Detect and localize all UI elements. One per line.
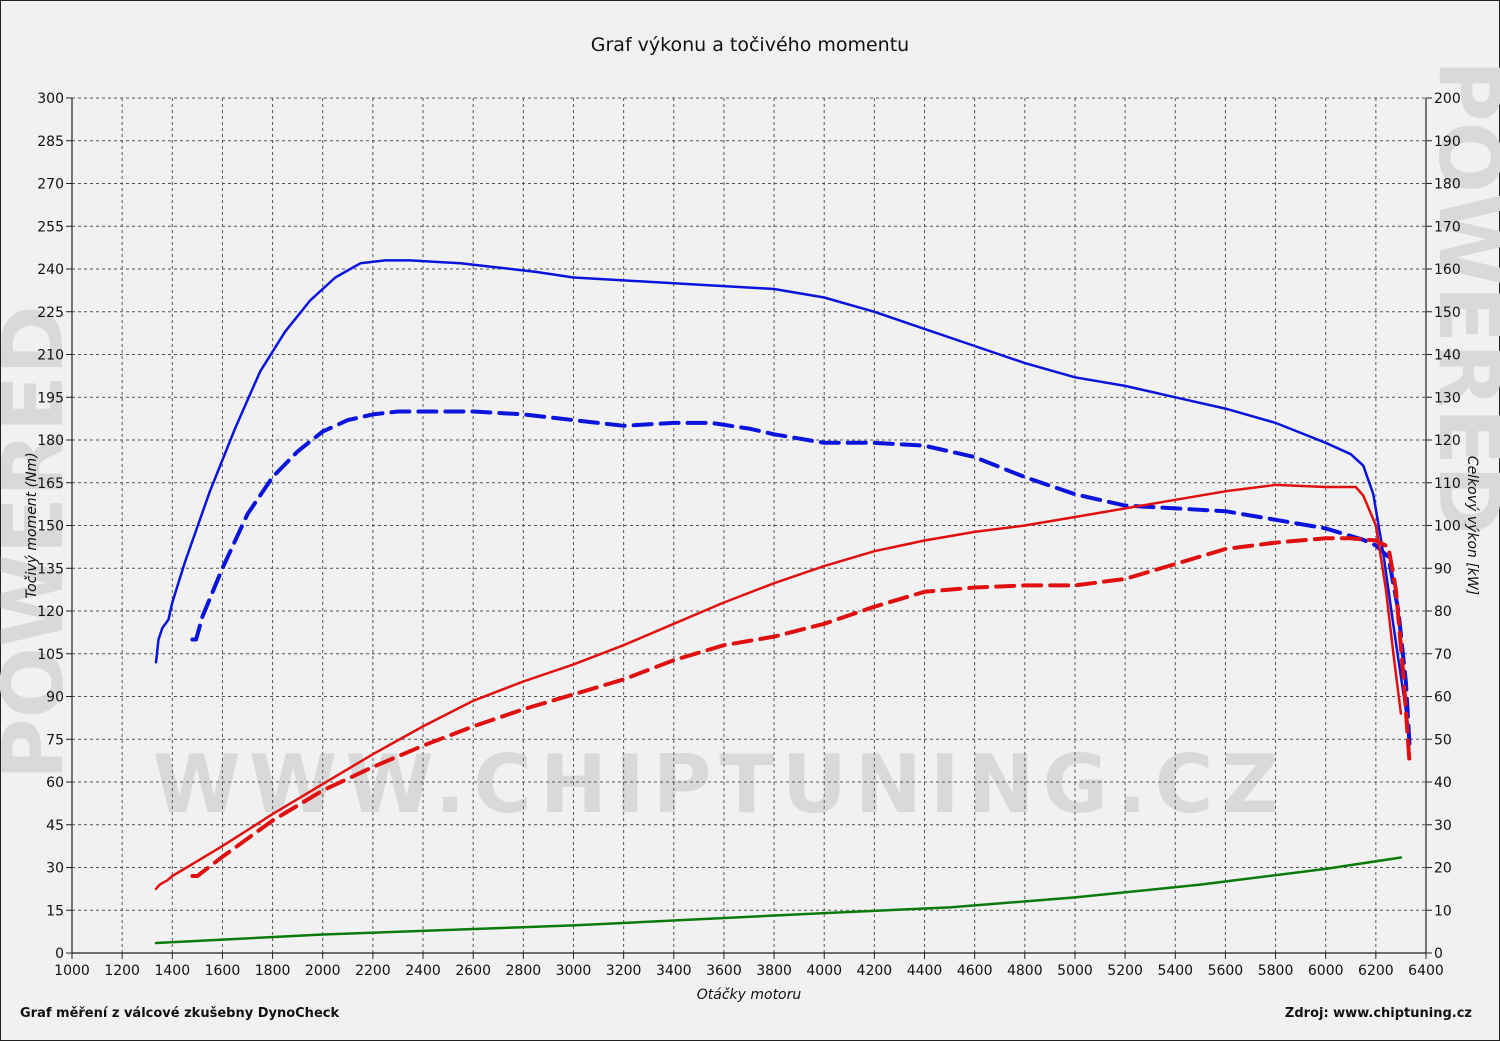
- y-right-axis-title: Celkový výkon [kW]: [1464, 456, 1480, 595]
- y-right-tick-label: 0: [1434, 946, 1443, 962]
- x-tick-label: 6000: [1308, 963, 1344, 979]
- watermark-side-right: POWERED: [1420, 60, 1500, 535]
- x-tick-label: 5000: [1057, 963, 1093, 979]
- y-right-tick-label: 50: [1434, 732, 1452, 748]
- y-right-tick-label: 60: [1434, 690, 1452, 706]
- x-tick-label: 2400: [405, 963, 441, 979]
- footer-caption: Graf měření z válcové zkušebny DynoCheck: [20, 1006, 340, 1021]
- x-tick-label: 2200: [355, 963, 391, 979]
- x-tick-label: 1000: [54, 963, 90, 979]
- y-left-tick-label: 150: [37, 519, 64, 535]
- x-tick-label: 1400: [154, 963, 190, 979]
- series-layer: [154, 259, 1412, 945]
- x-tick-label: 4000: [806, 963, 842, 979]
- y-right-tick-label: 90: [1434, 561, 1452, 577]
- x-tick-label: 4800: [1007, 963, 1043, 979]
- y-right-tick-label: 70: [1434, 647, 1452, 663]
- x-tick-label: 2600: [455, 963, 491, 979]
- y-right-tick-label: 120: [1434, 433, 1461, 449]
- y-left-tick-label: 15: [46, 903, 64, 919]
- x-tick-label: 1600: [205, 963, 241, 979]
- x-tick-label: 3600: [706, 963, 742, 979]
- y-left-tick-label: 195: [37, 390, 64, 406]
- footer-source: Zdroj: www.chiptuning.cz: [1284, 1006, 1472, 1021]
- y-right-tick-label: 200: [1434, 91, 1461, 107]
- x-axis-title: Otáčky motoru: [697, 987, 802, 1003]
- y-right-tick-label: 80: [1434, 604, 1452, 620]
- watermark: WWW.CHIPTUNING.CZ POWERED POWERED: [0, 60, 1500, 831]
- y-left-tick-label: 0: [55, 946, 64, 962]
- chart-title: Graf výkonu a točivého momentu: [590, 34, 910, 56]
- y-left-tick-label: 210: [37, 348, 64, 364]
- y-left-tick-label: 45: [46, 818, 64, 834]
- x-tick-label: 4600: [957, 963, 993, 979]
- x-tick-label: 3200: [606, 963, 642, 979]
- x-tick-label: 3800: [756, 963, 792, 979]
- y-right-tick-label: 180: [1434, 177, 1461, 193]
- y-left-tick-label: 240: [37, 262, 64, 278]
- y-left-tick-label: 255: [37, 219, 64, 235]
- axes: [66, 97, 1432, 959]
- x-tick-label: 1200: [104, 963, 140, 979]
- y-left-tick-label: 60: [46, 775, 64, 791]
- y-right-tick-label: 190: [1434, 134, 1461, 150]
- x-tick-label: 3000: [556, 963, 592, 979]
- y-left-tick-label: 120: [37, 604, 64, 620]
- y-left-tick-label: 135: [37, 561, 64, 577]
- y-right-tick-label: 10: [1434, 903, 1452, 919]
- series-line-1: [154, 259, 1410, 730]
- x-tick-label: 4200: [857, 963, 893, 979]
- y-right-tick-label: 140: [1434, 348, 1461, 364]
- labels: 1000 1200 1400 1600 1800 2000 2200 2400 2600 2800…: [24, 91, 1480, 1003]
- y-right-tick-label: 160: [1434, 262, 1461, 278]
- x-tick-label: 5600: [1208, 963, 1244, 979]
- y-left-tick-label: 75: [46, 732, 64, 748]
- y-left-tick-label: 270: [37, 177, 64, 193]
- series-line-5: [154, 856, 1403, 945]
- series-line-2: [190, 409, 1412, 750]
- y-right-tick-label: 170: [1434, 219, 1461, 235]
- y-left-tick-label: 225: [37, 305, 64, 321]
- y-left-tick-label: 90: [46, 690, 64, 706]
- y-left-axis-title: Točivý moment (Nm): [24, 452, 40, 598]
- y-right-tick-label: 130: [1434, 390, 1461, 406]
- y-left-tick-label: 165: [37, 476, 64, 492]
- watermark-side-left: POWERED: [0, 305, 82, 780]
- y-right-tick-label: 30: [1434, 818, 1452, 834]
- x-tick-label: 5200: [1107, 963, 1143, 979]
- x-tick-label: 1800: [255, 963, 291, 979]
- x-tick-label: 2000: [305, 963, 341, 979]
- x-tick-label: 6200: [1358, 963, 1394, 979]
- y-left-tick-label: 105: [37, 647, 64, 663]
- watermark-url: WWW.CHIPTUNING.CZ: [153, 738, 1288, 831]
- x-tick-label: 6400: [1408, 963, 1444, 979]
- y-right-tick-label: 100: [1434, 519, 1461, 535]
- y-right-tick-label: 40: [1434, 775, 1452, 791]
- y-left-tick-label: 300: [37, 91, 64, 107]
- y-right-tick-label: 20: [1434, 861, 1452, 877]
- series-line-4: [190, 536, 1412, 878]
- y-left-tick-label: 180: [37, 433, 64, 449]
- y-left-tick-label: 30: [46, 861, 64, 877]
- x-tick-label: 5800: [1258, 963, 1294, 979]
- y-right-tick-label: 150: [1434, 305, 1461, 321]
- y-left-tick-label: 285: [37, 134, 64, 150]
- series-line-3: [154, 483, 1403, 891]
- x-tick-label: 5400: [1157, 963, 1193, 979]
- x-tick-label: 3400: [656, 963, 692, 979]
- x-tick-label: 2800: [506, 963, 542, 979]
- x-tick-label: 4400: [907, 963, 943, 979]
- y-right-tick-label: 110: [1434, 476, 1461, 492]
